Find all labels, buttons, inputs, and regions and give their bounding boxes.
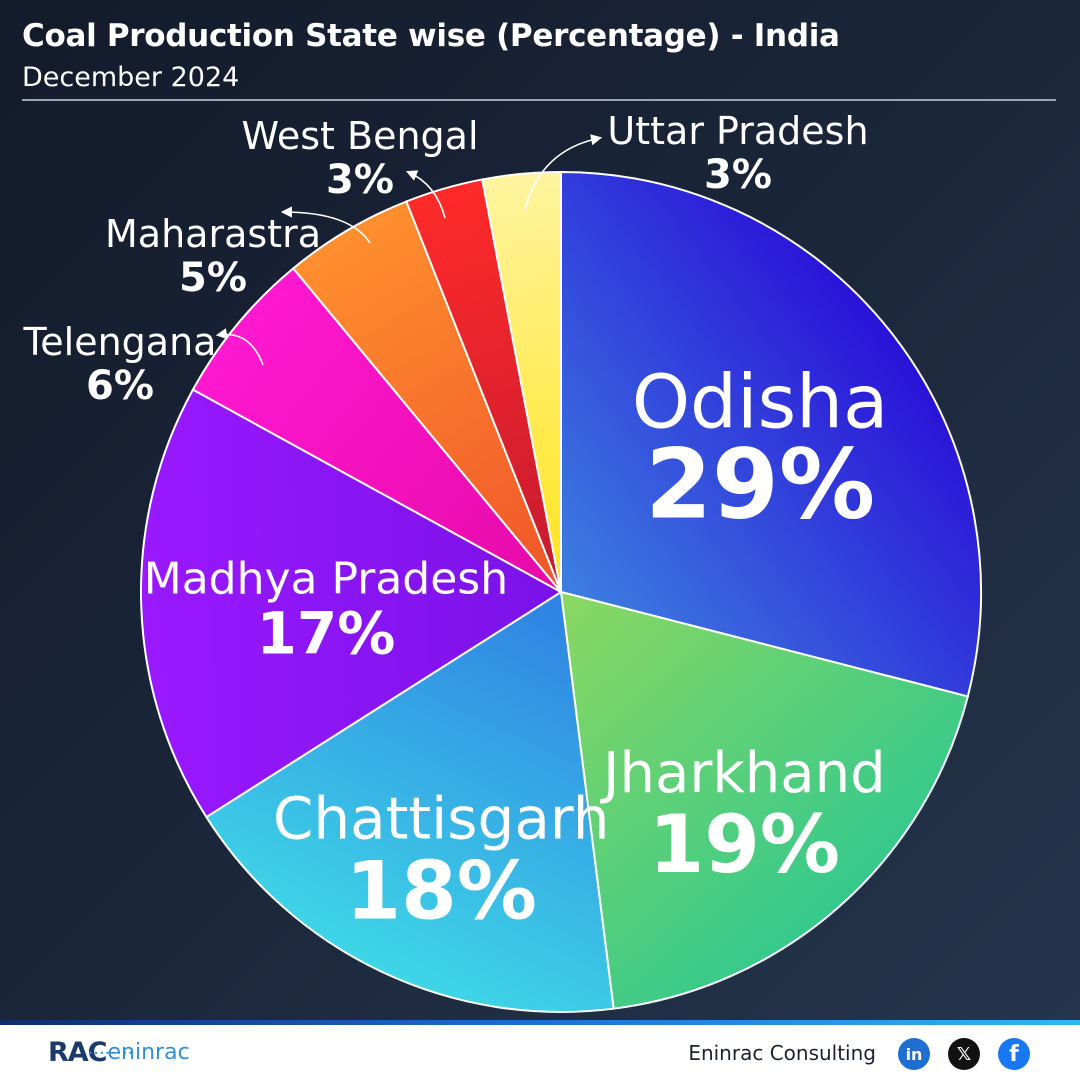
logo-eninrac-text: eninrac (107, 1040, 190, 1065)
footer: RAC eninrac •••••••• Eninrac Consulting … (0, 1020, 1080, 1080)
slice-label-west-bengal: West Bengal (242, 114, 479, 158)
slice-label-jharkhand: Jharkhand (600, 741, 886, 806)
slice-value-madhya-pradesh: 17% (257, 599, 396, 667)
slice-label-uttar-pradesh: Uttar Pradesh (607, 109, 868, 153)
slice-label-madhya-pradesh: Madhya Pradesh (144, 553, 508, 604)
pie-slice-uttar-pradesh (481, 170, 562, 593)
leader-line-west-bengal (405, 170, 446, 219)
logo-rac-text: RAC (48, 1037, 108, 1068)
leader-line-telengana (215, 328, 264, 366)
leader-line-maharastra (280, 206, 371, 244)
leader-line-uttar-pradesh (524, 134, 603, 211)
pie-slice-odisha (560, 170, 982, 698)
pie-slice-telengana (191, 266, 562, 593)
pie-slice-jharkhand (559, 590, 970, 1010)
slice-label-telengana: Telengana (23, 320, 217, 364)
slice-value-odisha: 29% (645, 429, 875, 541)
logo-dots: •••••••• (88, 1049, 134, 1058)
footer-accent-bar (0, 1020, 1080, 1025)
slice-value-telengana: 6% (86, 363, 154, 409)
x-icon[interactable]: 𝕏 (948, 1038, 980, 1070)
slice-value-jharkhand: 19% (649, 798, 840, 891)
slice-value-uttar-pradesh: 3% (704, 152, 772, 198)
chart-subtitle: December 2024 (22, 62, 240, 93)
slice-label-odisha: Odisha (632, 360, 889, 446)
company-name: Eninrac Consulting (688, 1041, 876, 1065)
chart-title: Coal Production State wise (Percentage) … (22, 18, 840, 54)
pie-slice-madhya-pradesh (140, 388, 563, 819)
pie-slice-chattisgarh (205, 590, 615, 1013)
slice-label-chattisgarh: Chattisgarh (273, 785, 610, 853)
slice-label-maharastra: Maharastra (105, 212, 321, 256)
slice-value-maharastra: 5% (179, 255, 247, 301)
facebook-icon[interactable]: f (998, 1038, 1030, 1070)
slice-value-west-bengal: 3% (326, 157, 394, 203)
pie-slices (140, 170, 982, 1013)
leader-lines (215, 134, 603, 366)
linkedin-icon[interactable]: in (898, 1038, 930, 1070)
eninrac-logo: RAC eninrac (48, 1038, 190, 1068)
title-divider (22, 99, 1056, 101)
slice-value-chattisgarh: 18% (345, 845, 536, 938)
